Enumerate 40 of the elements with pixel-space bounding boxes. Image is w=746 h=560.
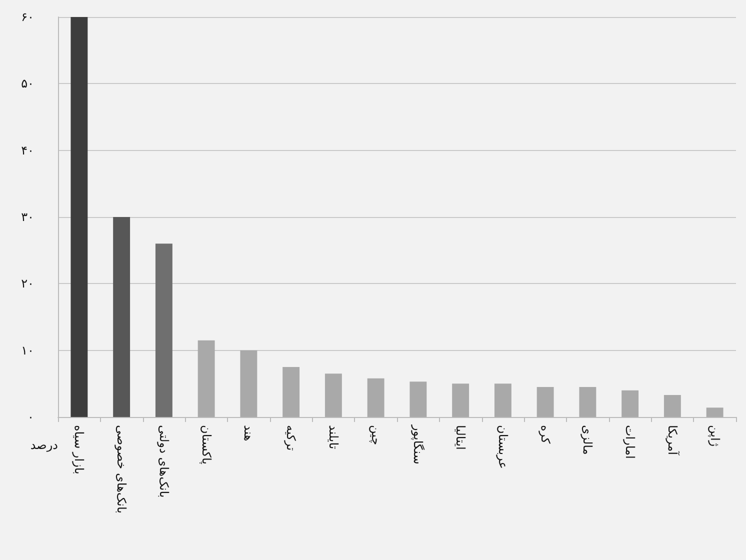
x-tick-label: ژاپن [708, 425, 722, 447]
x-tick-label: بانک‌های خصوصی [114, 425, 129, 514]
bar [536, 387, 554, 417]
y-tick-label: ۶۰ [21, 10, 34, 24]
x-tick-label: چین [368, 425, 383, 446]
y-tick-label: ۰ [28, 410, 34, 424]
y-tick-label: ۴۰ [21, 143, 34, 158]
bar [706, 408, 724, 417]
x-tick-label: بازار سیاه [72, 425, 86, 474]
bar [494, 384, 512, 417]
x-tick-label: بانک‌های دولتی [156, 425, 171, 498]
bar [198, 340, 215, 417]
y-tick-label: ۲۰ [21, 276, 34, 291]
x-tick-label: مالزی [580, 425, 595, 455]
x-tick-label: پاکستان [199, 425, 214, 465]
y-tick-label: ۳۰ [21, 210, 34, 224]
x-tick-label: تایلند [326, 425, 340, 450]
bar [282, 367, 300, 417]
bar [367, 378, 384, 417]
bar [452, 384, 470, 417]
bar [579, 387, 596, 417]
bar [113, 217, 130, 417]
y-tick-label: ۵۰ [21, 76, 34, 91]
bar [240, 350, 258, 417]
bar [70, 17, 88, 417]
x-tick-label: ترکیه [284, 425, 298, 451]
x-tick-label: عربستان [496, 425, 510, 469]
y-axis-title: درصد [30, 438, 58, 452]
bar [622, 390, 639, 417]
x-tick-label: ایتالیا [454, 425, 468, 450]
bar [324, 374, 342, 417]
bar [664, 395, 681, 417]
x-tick-label: کره [538, 425, 552, 444]
x-tick-label: امارات [623, 425, 638, 459]
x-tick-label: آمریکا [665, 425, 680, 456]
y-tick-label: ۱۰ [21, 343, 34, 358]
x-tick-label: هند [242, 425, 256, 442]
x-tick-label: سنگاپور [411, 424, 426, 464]
bar [155, 244, 172, 417]
bar [410, 382, 427, 417]
